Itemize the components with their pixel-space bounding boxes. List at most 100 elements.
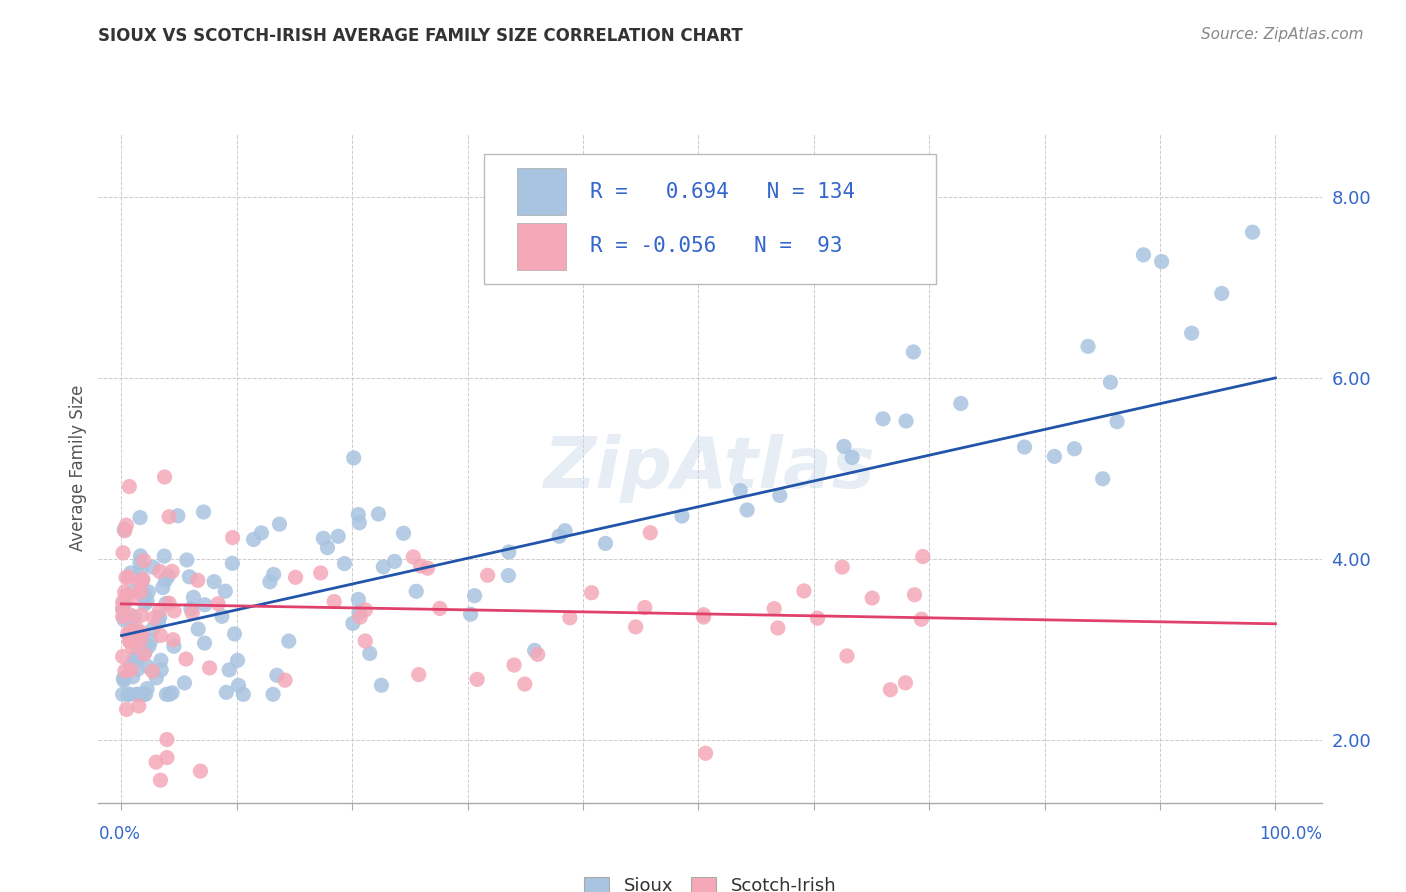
Point <box>323 594 346 608</box>
Point <box>860 591 883 605</box>
Point <box>114 664 136 678</box>
Point <box>136 681 159 696</box>
Point <box>163 604 186 618</box>
Point <box>266 668 288 682</box>
Point <box>429 601 451 615</box>
Point <box>128 629 150 643</box>
Legend: Sioux, Scotch-Irish: Sioux, Scotch-Irish <box>575 868 845 892</box>
Point <box>634 600 657 615</box>
Point <box>111 609 134 624</box>
Point <box>120 566 142 580</box>
Point <box>215 685 238 699</box>
Point <box>202 574 225 589</box>
Point <box>136 594 159 608</box>
Point <box>124 610 146 624</box>
Point <box>370 678 392 692</box>
Point <box>160 565 183 579</box>
Point <box>460 607 482 622</box>
Point <box>274 673 297 688</box>
Point <box>114 595 136 609</box>
Point <box>1241 225 1264 239</box>
Point <box>157 596 180 610</box>
Point <box>145 671 167 685</box>
Point <box>120 634 142 648</box>
Point <box>221 531 243 545</box>
Point <box>129 562 152 576</box>
Point <box>503 658 526 673</box>
Point <box>134 647 156 661</box>
Point <box>128 699 150 714</box>
Point <box>763 601 786 615</box>
Point <box>129 549 152 563</box>
Point <box>224 627 246 641</box>
Point <box>149 773 172 788</box>
Point <box>333 557 356 571</box>
Point <box>347 606 370 620</box>
Point <box>894 675 917 690</box>
Point <box>242 533 264 547</box>
Point <box>117 687 139 701</box>
Point <box>114 585 136 599</box>
Point <box>198 661 221 675</box>
Point <box>174 652 197 666</box>
Point <box>125 621 148 635</box>
Point <box>122 584 145 599</box>
Point <box>263 567 285 582</box>
Point <box>835 648 858 663</box>
Point <box>187 622 209 636</box>
Point <box>284 570 307 584</box>
Point <box>157 569 180 583</box>
Point <box>118 607 141 622</box>
Point <box>160 686 183 700</box>
Point <box>218 663 240 677</box>
Point <box>115 588 138 602</box>
Point <box>312 531 335 545</box>
Point <box>121 620 143 634</box>
Point <box>142 611 165 625</box>
Point <box>402 549 425 564</box>
Point <box>162 632 184 647</box>
Point <box>132 572 155 586</box>
Point <box>1063 442 1085 456</box>
Point <box>145 755 167 769</box>
Point <box>1091 472 1114 486</box>
Bar <box>517 223 565 269</box>
Point <box>118 634 141 648</box>
Point <box>769 488 792 502</box>
Point <box>872 411 894 425</box>
Point <box>183 591 205 605</box>
Point <box>111 595 134 609</box>
Point <box>117 570 139 584</box>
Point <box>354 603 377 617</box>
Point <box>149 603 172 617</box>
Point <box>347 592 370 607</box>
Point <box>122 589 145 603</box>
Point <box>141 664 163 678</box>
FancyBboxPatch shape <box>484 154 936 285</box>
Point <box>132 687 155 701</box>
Point <box>190 764 212 779</box>
Point <box>408 667 430 681</box>
Point <box>513 677 536 691</box>
Point <box>250 525 273 540</box>
Point <box>124 651 146 665</box>
Point <box>554 524 576 538</box>
Point <box>894 414 917 428</box>
Point <box>1014 440 1036 454</box>
Point <box>118 687 141 701</box>
Point <box>277 634 299 648</box>
Point <box>112 613 135 627</box>
Point <box>153 549 176 563</box>
Point <box>131 574 153 588</box>
Point <box>132 631 155 645</box>
Point <box>131 636 153 650</box>
Point <box>211 609 233 624</box>
Point <box>464 589 486 603</box>
Point <box>176 553 198 567</box>
Point <box>179 570 201 584</box>
Point <box>1181 326 1204 341</box>
Text: 0.0%: 0.0% <box>98 825 141 843</box>
Point <box>111 649 134 664</box>
Point <box>221 557 243 571</box>
Point <box>142 623 165 637</box>
